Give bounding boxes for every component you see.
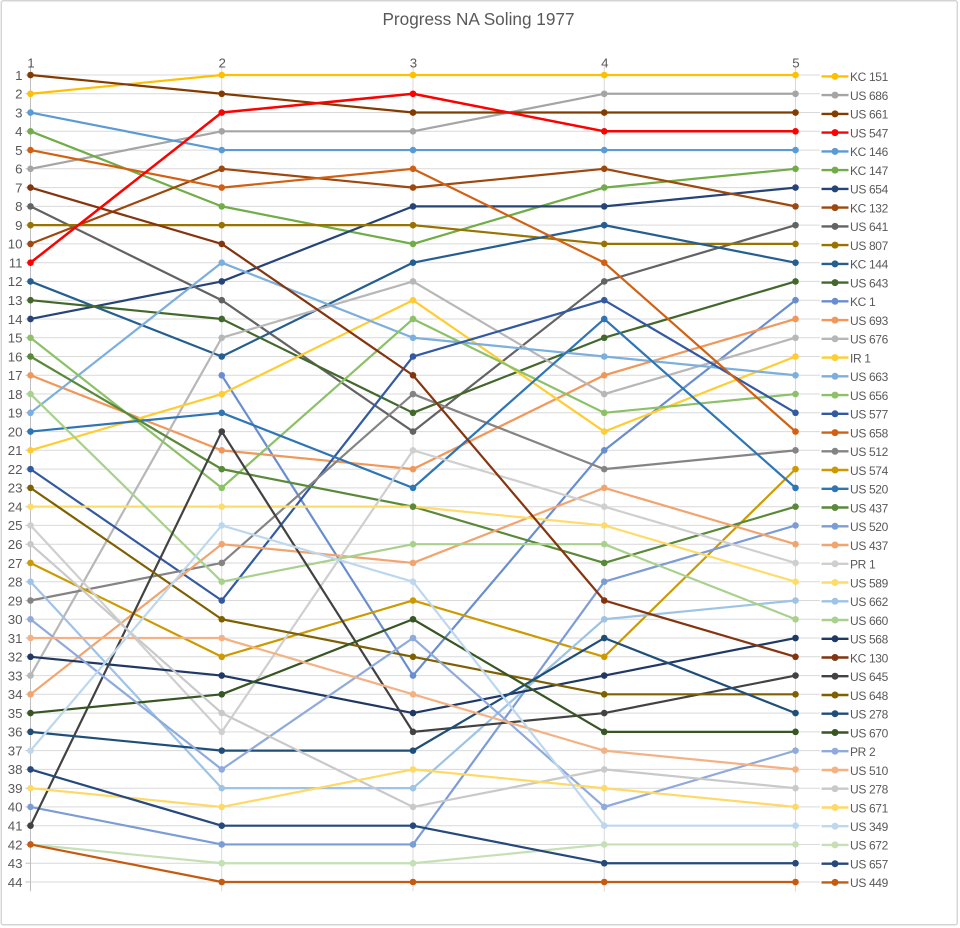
svg-text:18: 18 xyxy=(8,387,23,402)
svg-text:KC 146: KC 146 xyxy=(850,145,889,159)
svg-text:US 676: US 676 xyxy=(850,333,889,347)
svg-text:US 437: US 437 xyxy=(850,501,889,515)
svg-text:US 641: US 641 xyxy=(850,220,889,234)
svg-text:US 656: US 656 xyxy=(850,389,889,403)
svg-text:15: 15 xyxy=(8,331,23,346)
svg-text:US 661: US 661 xyxy=(850,108,889,122)
svg-text:23: 23 xyxy=(8,481,23,496)
svg-text:22: 22 xyxy=(8,462,23,477)
svg-text:IR 1: IR 1 xyxy=(850,351,871,365)
svg-text:US 654: US 654 xyxy=(850,183,889,197)
svg-text:US 670: US 670 xyxy=(850,726,889,740)
svg-text:KC 132: KC 132 xyxy=(850,201,889,215)
svg-text:KC 130: KC 130 xyxy=(850,651,889,665)
svg-text:PR 1: PR 1 xyxy=(850,558,876,572)
svg-text:US 658: US 658 xyxy=(850,426,889,440)
svg-text:US 672: US 672 xyxy=(850,839,889,853)
svg-text:US 574: US 574 xyxy=(850,464,889,478)
svg-text:US 589: US 589 xyxy=(850,576,889,590)
svg-text:30: 30 xyxy=(8,612,23,627)
svg-text:US 657: US 657 xyxy=(850,858,889,872)
svg-text:US 671: US 671 xyxy=(850,801,889,815)
svg-text:11: 11 xyxy=(9,256,23,271)
svg-text:29: 29 xyxy=(8,593,23,608)
svg-text:KC 1: KC 1 xyxy=(850,295,876,309)
svg-text:25: 25 xyxy=(8,518,23,533)
svg-text:35: 35 xyxy=(8,706,23,721)
svg-text:43: 43 xyxy=(8,856,23,871)
svg-text:1: 1 xyxy=(27,56,34,71)
svg-text:44: 44 xyxy=(8,875,23,890)
svg-text:28: 28 xyxy=(8,575,23,590)
svg-text:34: 34 xyxy=(8,687,23,702)
svg-text:24: 24 xyxy=(8,500,23,515)
svg-text:32: 32 xyxy=(8,650,23,665)
svg-text:38: 38 xyxy=(8,762,23,777)
svg-text:US 577: US 577 xyxy=(850,408,889,422)
svg-text:20: 20 xyxy=(8,424,23,439)
svg-text:5: 5 xyxy=(792,56,799,71)
svg-text:KC 147: KC 147 xyxy=(850,164,889,178)
svg-text:10: 10 xyxy=(8,237,23,252)
svg-text:7: 7 xyxy=(15,180,22,195)
svg-text:4: 4 xyxy=(601,56,608,71)
svg-text:40: 40 xyxy=(8,800,23,815)
svg-text:US 663: US 663 xyxy=(850,370,889,384)
svg-text:4: 4 xyxy=(15,124,22,139)
svg-text:1: 1 xyxy=(15,68,22,83)
svg-text:US 278: US 278 xyxy=(850,708,889,722)
svg-text:21: 21 xyxy=(8,443,23,458)
svg-text:19: 19 xyxy=(8,406,23,421)
svg-text:US 568: US 568 xyxy=(850,633,889,647)
svg-text:37: 37 xyxy=(8,743,23,758)
svg-text:Progress NA Soling 1977: Progress NA Soling 1977 xyxy=(382,9,574,29)
svg-text:13: 13 xyxy=(8,293,23,308)
svg-text:31: 31 xyxy=(8,631,23,646)
svg-text:PR 2: PR 2 xyxy=(850,745,876,759)
svg-text:US 660: US 660 xyxy=(850,614,889,628)
svg-text:US 278: US 278 xyxy=(850,783,889,797)
svg-text:US 349: US 349 xyxy=(850,820,889,834)
svg-text:KC 144: KC 144 xyxy=(850,258,889,272)
svg-text:US 648: US 648 xyxy=(850,689,889,703)
svg-text:2: 2 xyxy=(15,87,22,102)
svg-text:US 512: US 512 xyxy=(850,445,889,459)
svg-text:39: 39 xyxy=(8,781,23,796)
svg-text:33: 33 xyxy=(8,668,23,683)
svg-text:3: 3 xyxy=(15,105,22,120)
svg-text:US 547: US 547 xyxy=(850,126,889,140)
svg-text:US 520: US 520 xyxy=(850,483,889,497)
svg-text:42: 42 xyxy=(8,837,23,852)
svg-text:US 662: US 662 xyxy=(850,595,889,609)
svg-text:36: 36 xyxy=(8,725,23,740)
svg-text:US 437: US 437 xyxy=(850,539,889,553)
svg-text:US 510: US 510 xyxy=(850,764,889,778)
svg-text:US 643: US 643 xyxy=(850,276,889,290)
svg-text:8: 8 xyxy=(15,199,22,214)
svg-text:41: 41 xyxy=(8,819,23,834)
svg-text:US 520: US 520 xyxy=(850,520,889,534)
svg-text:6: 6 xyxy=(15,162,22,177)
svg-text:US 686: US 686 xyxy=(850,89,889,103)
svg-text:3: 3 xyxy=(410,56,417,71)
svg-text:US 807: US 807 xyxy=(850,239,889,253)
svg-text:12: 12 xyxy=(8,274,23,289)
svg-text:17: 17 xyxy=(8,368,23,383)
svg-text:2: 2 xyxy=(218,56,225,71)
svg-text:26: 26 xyxy=(8,537,23,552)
svg-text:US 645: US 645 xyxy=(850,670,889,684)
svg-text:16: 16 xyxy=(8,349,23,364)
svg-text:KC 151: KC 151 xyxy=(850,70,889,84)
svg-text:27: 27 xyxy=(8,556,23,571)
svg-text:5: 5 xyxy=(15,143,22,158)
svg-text:9: 9 xyxy=(15,218,22,233)
svg-text:US 449: US 449 xyxy=(850,876,889,890)
svg-text:US 693: US 693 xyxy=(850,314,889,328)
svg-text:14: 14 xyxy=(8,312,23,327)
